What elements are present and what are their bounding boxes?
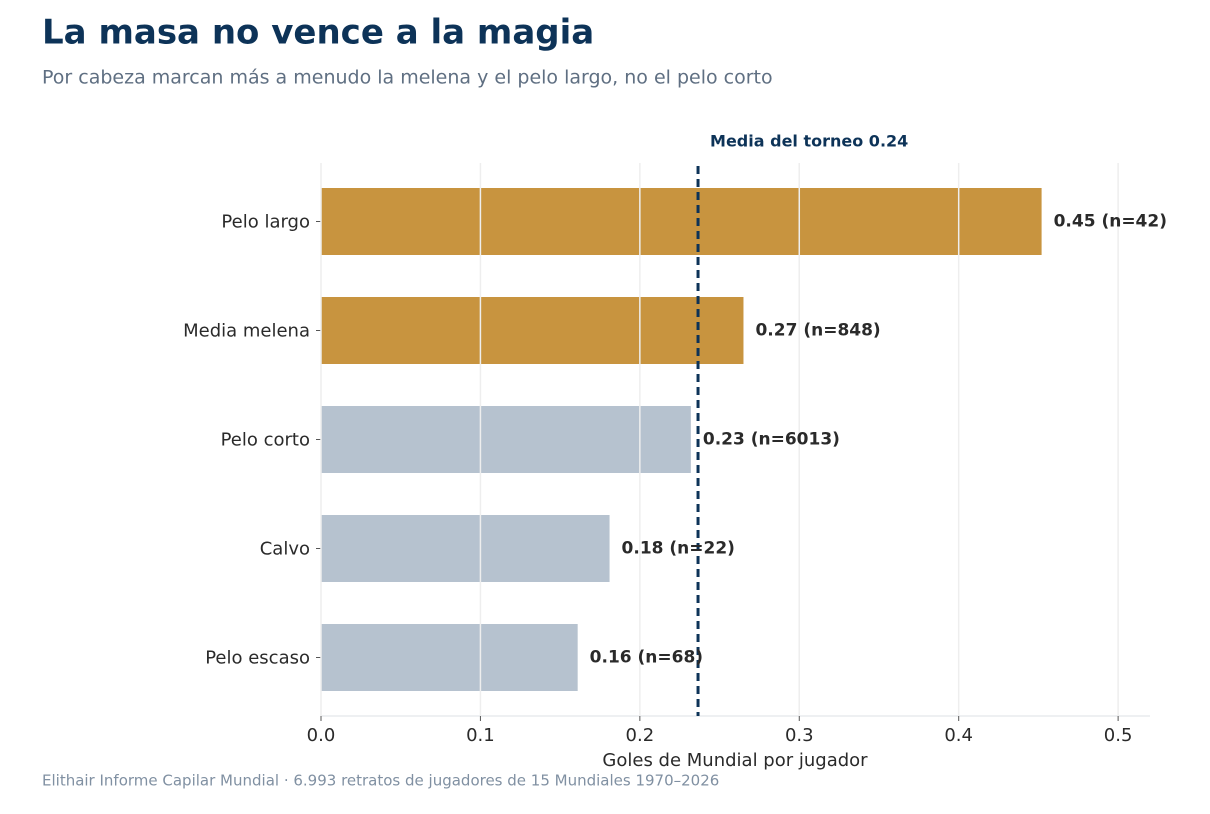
x-tick-label: 0.2 (626, 725, 655, 746)
x-tick-label: 0.4 (944, 725, 973, 746)
bar (321, 624, 578, 691)
y-tick-label: Calvo (260, 539, 310, 560)
value-label: 0.45 (n=42) (1054, 212, 1167, 232)
x-axis-label: Goles de Mundial por jugador (602, 750, 868, 771)
y-tick-label: Pelo largo (221, 212, 310, 233)
value-label: 0.23 (n=6013) (703, 430, 840, 450)
bar (321, 515, 610, 582)
value-label: 0.18 (n=22) (622, 539, 735, 559)
bar (321, 297, 744, 364)
value-label: 0.16 (n=68) (590, 648, 703, 668)
reference-label: Media del torneo 0.24 (710, 132, 908, 151)
x-tick-label: 0.3 (785, 725, 814, 746)
chart-title: La masa no vence a la magia (42, 13, 594, 53)
y-tick-label: Pelo corto (221, 430, 310, 451)
y-tick-label: Pelo escaso (205, 648, 310, 669)
x-tick-label: 0.0 (307, 725, 336, 746)
x-tick-label: 0.1 (466, 725, 495, 746)
value-label: 0.27 (n=848) (755, 321, 880, 341)
x-tick-label: 0.5 (1104, 725, 1133, 746)
bar (321, 188, 1042, 255)
y-tick-label: Media melena (183, 321, 310, 342)
bar (321, 406, 691, 473)
chart-subtitle: Por cabeza marcan más a menudo la melena… (42, 67, 773, 89)
source-note: Elithair Informe Capilar Mundial · 6.993… (42, 772, 719, 790)
